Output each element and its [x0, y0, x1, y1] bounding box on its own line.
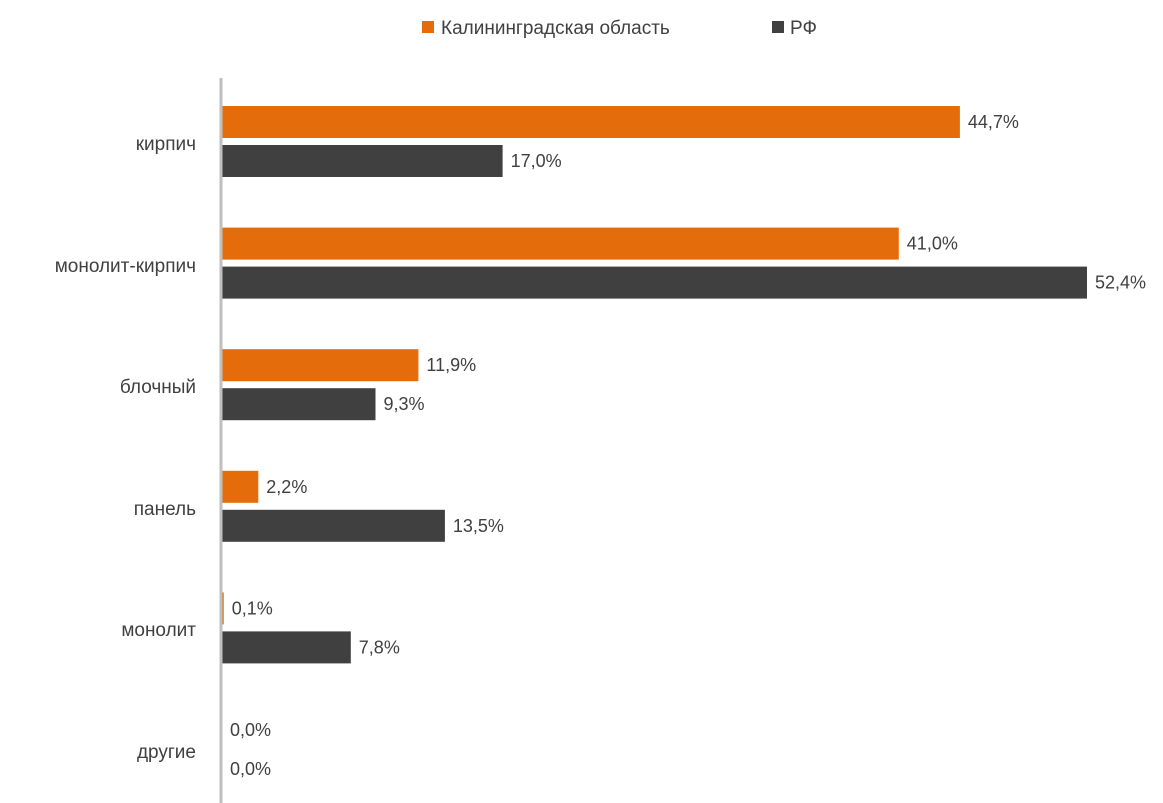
- legend-label-kaliningrad: Калининградская область: [441, 18, 670, 39]
- value-label-rf-0: 17,0%: [511, 151, 562, 171]
- category-label-monolit-kirpich: монолит-кирпич: [55, 256, 196, 277]
- category-label-blochnyi: блочный: [120, 377, 196, 398]
- value-label-rf-1: 52,4%: [1095, 273, 1146, 293]
- category-label-panel: панель: [134, 499, 196, 520]
- legend-swatch-rf: [772, 21, 784, 33]
- bar-rf-3: [222, 509, 445, 542]
- bars-group: [222, 106, 1087, 664]
- value-label-rf-4: 7,8%: [359, 637, 400, 657]
- category-axis-labels: кирпич монолит-кирпич блочный панель мон…: [55, 134, 197, 763]
- bar-rf-2: [222, 388, 376, 421]
- value-label-kaliningrad-0: 44,7%: [968, 112, 1019, 132]
- bar-kaliningrad-2: [222, 349, 419, 382]
- category-label-drugie: другие: [137, 742, 196, 763]
- data-labels-group: 44,7% 17,0% 41,0% 52,4% 11,9%9,3% 2,2% 13,5% 0,…: [230, 112, 1146, 779]
- value-label-rf-5: 0,0%: [230, 759, 271, 779]
- value-label-kaliningrad-5: 0,0%: [230, 720, 271, 740]
- chart-legend: Калининградская область РФ: [422, 18, 817, 39]
- legend-swatch-kaliningrad: [422, 21, 434, 33]
- value-label-kaliningrad-1: 41,0%: [907, 234, 958, 254]
- category-label-kirpich: кирпич: [136, 134, 196, 155]
- bar-kaliningrad-1: [222, 227, 899, 260]
- bar-kaliningrad-0: [222, 106, 960, 138]
- bar-kaliningrad-3: [222, 470, 259, 503]
- category-label-monolit: монолит: [121, 620, 196, 641]
- value-label-kaliningrad-4: 0,1%: [232, 598, 273, 618]
- bar-kaliningrad-4: [222, 592, 224, 625]
- value-label-rf-2: 9,3%: [384, 394, 425, 414]
- bar-rf-1: [222, 266, 1087, 299]
- value-label-kaliningrad-2: 11,9%: [426, 355, 476, 375]
- legend-label-rf: РФ: [790, 18, 817, 39]
- value-label-rf-3: 13,5%: [453, 516, 504, 536]
- bar-rf-4: [222, 631, 351, 664]
- bar-rf-0: [222, 145, 503, 177]
- value-label-kaliningrad-3: 2,2%: [266, 477, 307, 497]
